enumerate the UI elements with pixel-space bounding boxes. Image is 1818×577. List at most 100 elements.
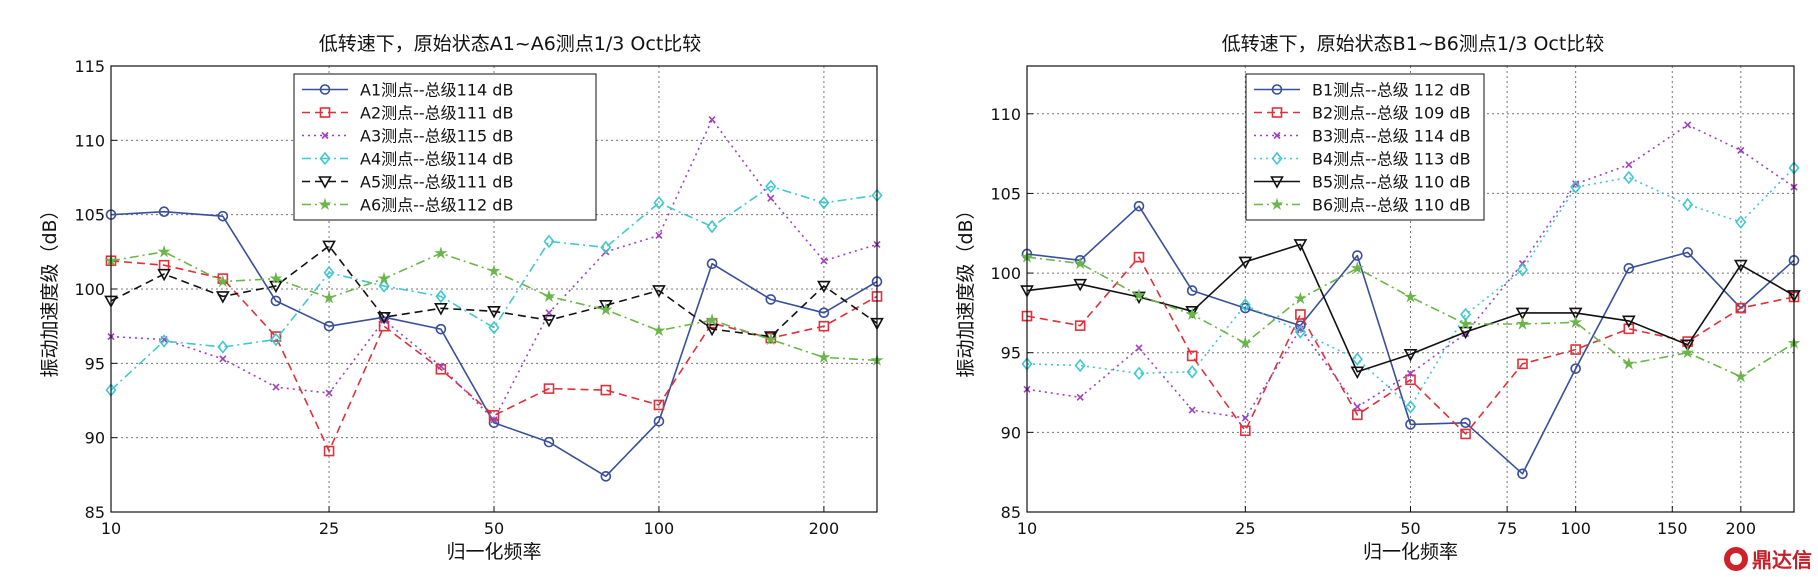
series-line — [110, 185, 878, 391]
legend-entry: B3测点--总级 114 dB — [1312, 127, 1471, 146]
data-point — [435, 323, 447, 335]
data-point — [1186, 365, 1198, 379]
series-line — [1026, 124, 1795, 419]
data-point — [1570, 344, 1581, 355]
data-point — [1238, 256, 1253, 270]
legend-marker — [318, 197, 332, 210]
data-point — [323, 265, 335, 280]
y-tick-label: 105 — [990, 184, 1021, 203]
data-point — [1625, 161, 1633, 169]
data-point — [653, 196, 665, 210]
data-point — [490, 416, 498, 424]
data-point — [1517, 358, 1528, 370]
x-tick-label: 100 — [644, 519, 675, 538]
data-point — [323, 445, 335, 457]
y-tick-label: 100 — [990, 264, 1021, 283]
data-point — [1737, 146, 1745, 154]
x-tick-label: 200 — [1726, 519, 1757, 538]
data-point — [1735, 302, 1747, 314]
data-point — [1133, 200, 1145, 212]
data-point — [1239, 298, 1251, 312]
data-point — [1188, 406, 1196, 414]
data-point — [434, 246, 448, 259]
data-point — [1403, 349, 1418, 362]
legend-entry: A5测点--总级111 dB — [360, 173, 513, 192]
data-point — [765, 294, 777, 305]
data-point — [1073, 278, 1088, 292]
legend-marker — [319, 84, 331, 95]
series-line — [1026, 205, 1795, 475]
data-point — [1351, 352, 1363, 366]
data-point — [1460, 428, 1471, 440]
series-6 — [1020, 250, 1801, 383]
data-point — [655, 231, 663, 240]
data-point — [435, 363, 447, 375]
data-point — [1405, 374, 1416, 386]
legend-entry: A2测点--总级111 dB — [360, 104, 513, 123]
series-4 — [105, 179, 883, 397]
legend-entry: A6测点--总级112 dB — [360, 196, 513, 215]
y-tick-label: 105 — [74, 206, 105, 225]
series-line — [110, 245, 878, 338]
y-axis-label: 振动加速度级（dB） — [955, 200, 977, 377]
data-point — [1621, 315, 1636, 329]
data-point — [598, 300, 613, 313]
data-point — [1186, 285, 1198, 296]
data-point — [708, 115, 716, 124]
x-tick-label: 100 — [1560, 519, 1591, 538]
y-tick-label: 90 — [1001, 423, 1021, 442]
watermark: 鼎达信 — [1724, 544, 1812, 573]
x-tick-label: 50 — [1400, 519, 1420, 538]
data-point — [705, 323, 719, 337]
data-point — [706, 258, 718, 270]
data-point — [817, 280, 831, 294]
data-point — [1352, 250, 1363, 261]
data-point — [325, 389, 333, 397]
data-point — [1569, 315, 1583, 328]
legend-entry: B2测点--总级 109 dB — [1312, 104, 1471, 123]
data-point — [157, 268, 171, 282]
x-tick-label: 25 — [319, 519, 339, 538]
data-point — [1238, 336, 1252, 349]
data-point — [653, 416, 665, 427]
legend-entry: B1测点--总级 112 dB — [1312, 81, 1471, 100]
data-point — [1353, 403, 1361, 411]
data-point — [219, 355, 227, 363]
data-point — [705, 313, 719, 326]
data-point — [1132, 288, 1146, 301]
data-point — [1293, 239, 1308, 252]
data-point — [1405, 419, 1416, 430]
data-point — [323, 320, 335, 332]
legend-marker — [319, 151, 331, 166]
x-tick-label: 25 — [1235, 519, 1255, 538]
data-point — [1570, 363, 1581, 374]
data-point — [1404, 400, 1417, 414]
data-point — [1458, 326, 1473, 340]
data-point — [1074, 320, 1086, 331]
data-point — [1133, 251, 1145, 263]
data-point — [763, 331, 778, 344]
data-point — [269, 271, 283, 285]
axes-frame — [110, 65, 878, 513]
data-point — [1572, 180, 1580, 188]
legend-marker — [319, 107, 331, 118]
y-tick-label: 95 — [1001, 344, 1021, 363]
axes-frame — [1026, 65, 1795, 513]
series-line — [1026, 256, 1795, 378]
legend-box — [293, 73, 597, 221]
data-point — [1350, 261, 1364, 274]
legend-marker — [1270, 176, 1284, 189]
data-point — [270, 332, 282, 347]
x-axis-label: 归一化频率 — [446, 541, 541, 563]
y-tick-label: 110 — [990, 105, 1021, 124]
data-point — [706, 219, 718, 234]
data-point — [1515, 307, 1530, 321]
data-point — [1295, 309, 1306, 320]
data-point — [1459, 317, 1473, 330]
legend-marker — [1273, 131, 1281, 140]
chart-a-panel: 10 25 50 100 200 85 90 95 100 105 110 115 低转速下，原始状态A… — [39, 33, 884, 563]
data-point — [818, 196, 830, 210]
legend-entry: A4测点--总级114 dB — [360, 150, 513, 169]
data-point — [820, 257, 828, 265]
